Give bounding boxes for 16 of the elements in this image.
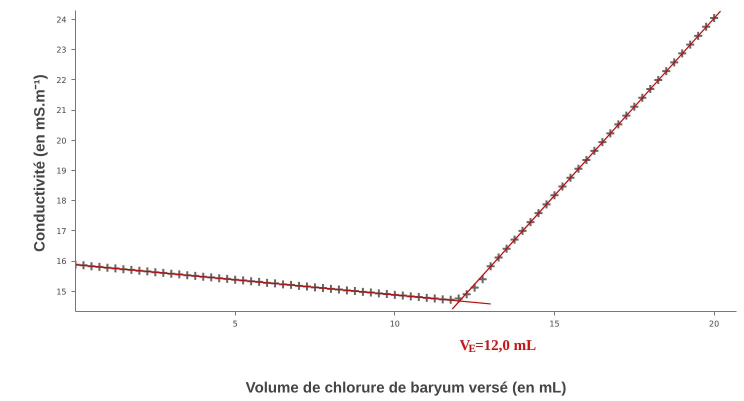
y-tick-label: 22 xyxy=(56,76,67,85)
y-axis-title: Conductivité (en mS.m⁻¹) xyxy=(31,74,48,252)
y-tick-label: 19 xyxy=(56,166,67,176)
y-tick-label: 16 xyxy=(56,257,67,266)
y-tick-label: 20 xyxy=(56,136,67,146)
x-tick-label: 15 xyxy=(549,320,560,328)
y-tick-label: 24 xyxy=(56,16,67,25)
y-tick-label: 17 xyxy=(56,226,67,236)
x-tick-label: 5 xyxy=(232,320,238,328)
x-axis-title: Volume de chlorure de baryum versé (en mL) xyxy=(246,380,566,396)
y-tick-label: 21 xyxy=(56,106,67,116)
x-tick-label: 10 xyxy=(390,320,400,328)
y-tick-label: 15 xyxy=(56,287,67,296)
y-tick-label: 23 xyxy=(56,46,67,55)
y-tick-label: 18 xyxy=(56,196,67,206)
x-tick-label: 20 xyxy=(709,320,720,328)
